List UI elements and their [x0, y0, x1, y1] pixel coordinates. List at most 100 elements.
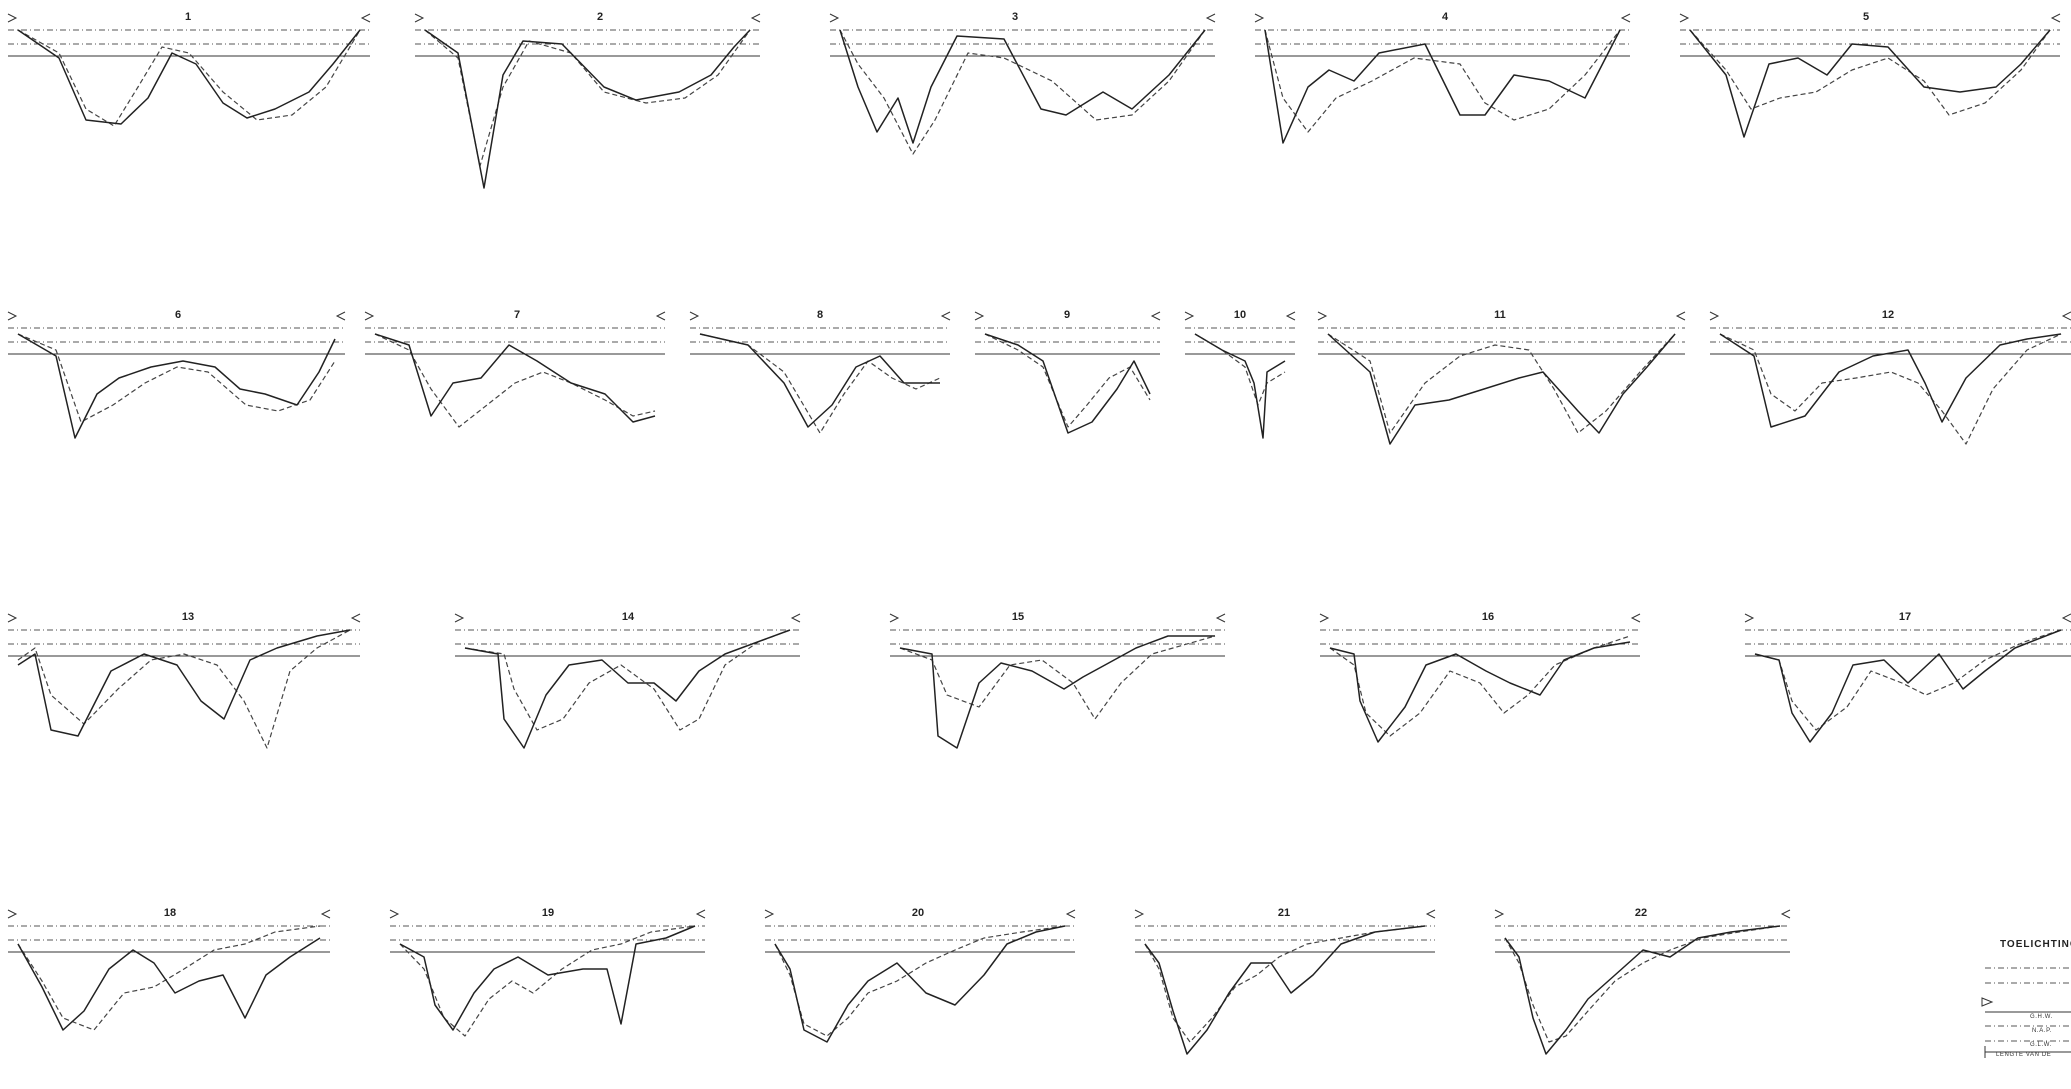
profile-section-2: 2: [414, 11, 761, 189]
profile-section-18: 18: [7, 907, 331, 1031]
right-marker-icon: [1150, 311, 1161, 321]
left-marker-icon: [974, 311, 985, 321]
right-marker-icon: [1205, 13, 1216, 23]
profile-solid-line: [17, 29, 361, 125]
right-marker-icon: [655, 311, 666, 321]
profile-dashed-line: [17, 629, 351, 749]
profile-section-4: 4: [1254, 11, 1631, 144]
right-marker-icon: [1780, 909, 1791, 919]
profile-dashed-line: [774, 925, 1066, 1037]
right-marker-icon: [1620, 13, 1631, 23]
profile-section-13: 13: [7, 611, 361, 749]
legend-nap-label: N.A.P.: [2032, 1028, 2052, 1034]
profile-solid-line: [17, 937, 321, 1031]
left-marker-icon: [7, 13, 18, 23]
right-marker-icon: [1285, 311, 1296, 321]
profile-solid-line: [374, 333, 656, 423]
section-number-3: 3: [1012, 11, 1018, 23]
legend-length-label: LENGTE VAN DE: [1996, 1052, 2051, 1058]
profile-section-11: 11: [1317, 309, 1686, 445]
left-marker-icon: [7, 909, 18, 919]
profile-solid-line: [1754, 629, 2062, 743]
legend: TOELICHTING G.H.W. N.A.P. G.L.W. LENGTE …: [1981, 939, 2071, 1058]
profile-section-17: 17: [1744, 611, 2071, 743]
section-number-9: 9: [1064, 309, 1070, 321]
section-number-14: 14: [622, 611, 635, 623]
profile-section-3: 3: [829, 11, 1216, 155]
profile-solid-line: [424, 29, 751, 189]
left-marker-icon: [1494, 909, 1505, 919]
section-number-13: 13: [182, 611, 194, 623]
profile-section-16: 16: [1319, 611, 1641, 743]
profile-solid-line: [1719, 333, 2062, 428]
right-marker-icon: [2050, 13, 2061, 23]
right-marker-icon: [750, 13, 761, 23]
section-number-22: 22: [1635, 907, 1647, 919]
left-marker-icon: [1709, 311, 1720, 321]
profile-solid-line: [399, 925, 696, 1031]
right-marker-icon: [1065, 909, 1076, 919]
profile-dashed-line: [1327, 333, 1676, 434]
section-number-1: 1: [185, 11, 191, 23]
profile-solid-line: [1327, 333, 1676, 445]
profile-section-19: 19: [389, 907, 706, 1037]
profile-section-1: 1: [7, 11, 371, 127]
section-number-19: 19: [542, 907, 554, 919]
right-marker-icon: [790, 613, 801, 623]
right-marker-icon: [320, 909, 331, 919]
section-number-2: 2: [597, 11, 603, 23]
section-number-5: 5: [1863, 11, 1869, 23]
profile-solid-line: [899, 635, 1215, 749]
profile-solid-line: [17, 629, 351, 737]
profile-dashed-line: [374, 333, 656, 428]
profile-solid-line: [774, 925, 1066, 1043]
profile-dashed-line: [399, 925, 696, 1037]
profile-section-21: 21: [1134, 907, 1436, 1055]
profile-dashed-line: [1329, 635, 1631, 737]
section-number-16: 16: [1482, 611, 1494, 623]
profile-solid-line: [699, 333, 940, 428]
left-marker-icon: [764, 909, 775, 919]
left-marker-icon: [1317, 311, 1328, 321]
section-number-8: 8: [817, 309, 823, 321]
profile-section-20: 20: [764, 907, 1076, 1043]
left-marker-icon: [454, 613, 465, 623]
profile-solid-line: [1329, 641, 1631, 743]
profile-solid-line: [1144, 925, 1426, 1055]
right-marker-icon: [695, 909, 706, 919]
right-marker-icon: [1630, 613, 1641, 623]
profile-section-15: 15: [889, 611, 1226, 749]
profile-dashed-line: [1264, 29, 1621, 133]
profile-solid-line: [1194, 333, 1286, 439]
left-marker-icon: [689, 311, 700, 321]
profile-section-14: 14: [454, 611, 801, 749]
left-marker-icon: [1679, 13, 1690, 23]
section-number-17: 17: [1899, 611, 1911, 623]
section-number-20: 20: [912, 907, 924, 919]
profile-dashed-line: [424, 29, 751, 167]
section-number-10: 10: [1234, 309, 1246, 321]
left-marker-icon: [1319, 613, 1330, 623]
profile-solid-line: [1504, 925, 1781, 1055]
legend-glw-label: G.L.W.: [2030, 1042, 2052, 1048]
left-marker-icon: [829, 13, 840, 23]
profile-dashed-line: [17, 333, 336, 423]
profile-dashed-line: [839, 29, 1206, 155]
profile-section-10: 10: [1184, 309, 1296, 439]
right-marker-icon: [1215, 613, 1226, 623]
right-marker-icon: [940, 311, 951, 321]
profile-dashed-line: [1754, 629, 2062, 731]
profile-dashed-line: [984, 333, 1151, 428]
profile-section-7: 7: [364, 309, 666, 428]
section-number-11: 11: [1494, 309, 1506, 321]
left-marker-icon: [1134, 909, 1145, 919]
right-marker-icon: [360, 13, 371, 23]
profile-dashed-line: [699, 333, 941, 434]
profile-dashed-line: [17, 29, 361, 127]
profile-solid-line: [839, 29, 1206, 144]
profile-dashed-line: [1504, 925, 1781, 1043]
section-number-12: 12: [1882, 309, 1894, 321]
legend-arrow-icon: [1981, 997, 1994, 1007]
profile-solid-line: [984, 333, 1151, 434]
